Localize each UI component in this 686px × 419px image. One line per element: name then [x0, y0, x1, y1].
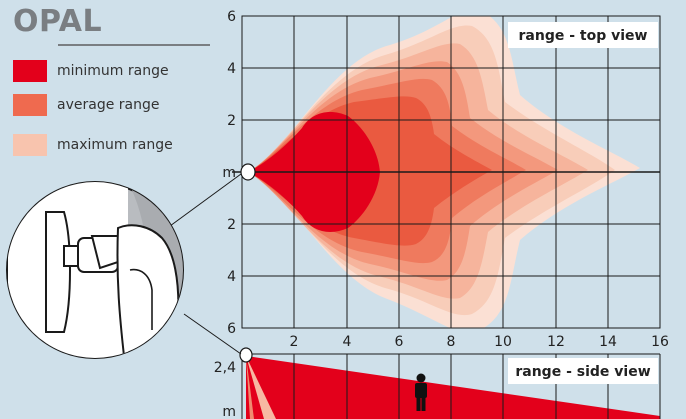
- y-tick-bottom-4: 4: [227, 269, 236, 285]
- side-beam-near-1: [246, 356, 276, 419]
- y-tick-m: m: [222, 165, 236, 181]
- side-beam-near-2: [246, 356, 264, 419]
- x-tick-6: 6: [395, 334, 404, 350]
- callout-line-lower: [183, 313, 242, 355]
- side-view-grid: [241, 353, 661, 419]
- x-tick-12: 12: [547, 334, 565, 350]
- x-tick-4: 4: [343, 334, 352, 350]
- legend-label-minimum: minimum range: [57, 63, 169, 79]
- title-underline: [58, 44, 210, 46]
- x-tick-16: 16: [651, 334, 669, 350]
- legend-label-average: average range: [57, 97, 160, 113]
- y-tick-top-6: 6: [227, 9, 236, 25]
- person-icon: [415, 373, 427, 411]
- top-view-y-ticks: 6 4 2 m 2 4 6: [222, 9, 236, 337]
- y-tick-bottom-6: 6: [227, 321, 236, 337]
- top-view-grid: [232, 15, 661, 329]
- x-tick-14: 14: [599, 334, 617, 350]
- legend-label-maximum: maximum range: [57, 137, 173, 153]
- top-view-zones: [248, 16, 640, 328]
- legend-swatch-minimum: [13, 60, 47, 82]
- y-tick-top-2: 2: [227, 113, 236, 129]
- callout-line-upper: [169, 173, 242, 227]
- product-title: OPAL: [13, 4, 103, 39]
- y-tick-side-2-4: 2,4: [214, 360, 236, 376]
- top-view-label-box: [508, 22, 658, 48]
- sensor-closeup: [6, 181, 184, 359]
- x-ticks: 2 4 6 8 10 12 14 16: [290, 334, 669, 350]
- side-view-label-box: [508, 358, 658, 384]
- legend-maximum: maximum range: [13, 134, 173, 156]
- y-tick-top-4: 4: [227, 61, 236, 77]
- top-view-label: range - top view: [519, 28, 648, 44]
- y-tick-bottom-2: 2: [227, 217, 236, 233]
- legend-minimum: minimum range: [13, 60, 169, 82]
- side-beam-near-3: [246, 356, 254, 419]
- x-tick-10: 10: [494, 334, 512, 350]
- sensor-side-icon: [239, 347, 253, 363]
- legend-average: average range: [13, 94, 159, 116]
- sensor-top-icon: [240, 163, 256, 181]
- y-tick-side-m: m: [222, 404, 236, 419]
- legend-swatch-average: [13, 94, 47, 116]
- x-tick-2: 2: [290, 334, 299, 350]
- x-tick-8: 8: [447, 334, 456, 350]
- side-view-label: range - side view: [515, 364, 650, 380]
- legend-swatch-maximum: [13, 134, 47, 156]
